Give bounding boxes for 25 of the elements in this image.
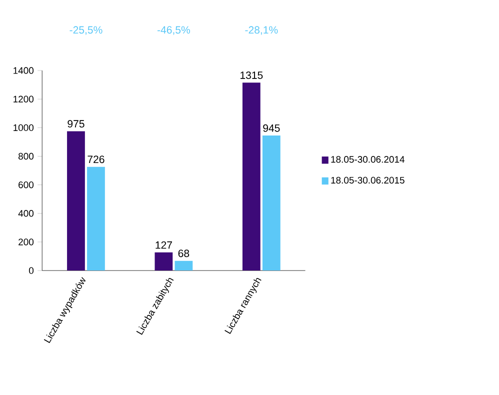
y-tick-label: 1400	[14, 67, 34, 74]
text: -25,5%	[70, 26, 102, 35]
data-label: 127	[156, 241, 172, 249]
bar	[87, 166, 105, 271]
bar	[67, 131, 85, 271]
y-tick-label: 200	[18, 238, 34, 246]
y-tick-label: 1000	[14, 124, 34, 132]
bar	[262, 136, 280, 271]
text: -28,1%	[245, 26, 278, 35]
legend-label: 18.05-30.06.2015	[331, 176, 404, 184]
legend-label: 18.05-30.06.2014	[331, 156, 405, 163]
data-label: 726	[88, 156, 104, 164]
bar	[242, 82, 260, 271]
y-tick-label: 400	[18, 210, 34, 217]
bar	[174, 260, 193, 271]
y-tick-label: 600	[18, 182, 34, 188]
data-label: 945	[263, 124, 280, 132]
data-label: 68	[178, 250, 190, 258]
data-label: 975	[68, 120, 84, 128]
bar	[154, 252, 173, 271]
y-tick-label: 0	[29, 267, 34, 274]
data-label: 1315	[240, 72, 263, 80]
y-tick-label: 1200	[14, 96, 34, 103]
text: -46,5%	[157, 26, 190, 35]
y-tick-label: 800	[18, 153, 34, 160]
